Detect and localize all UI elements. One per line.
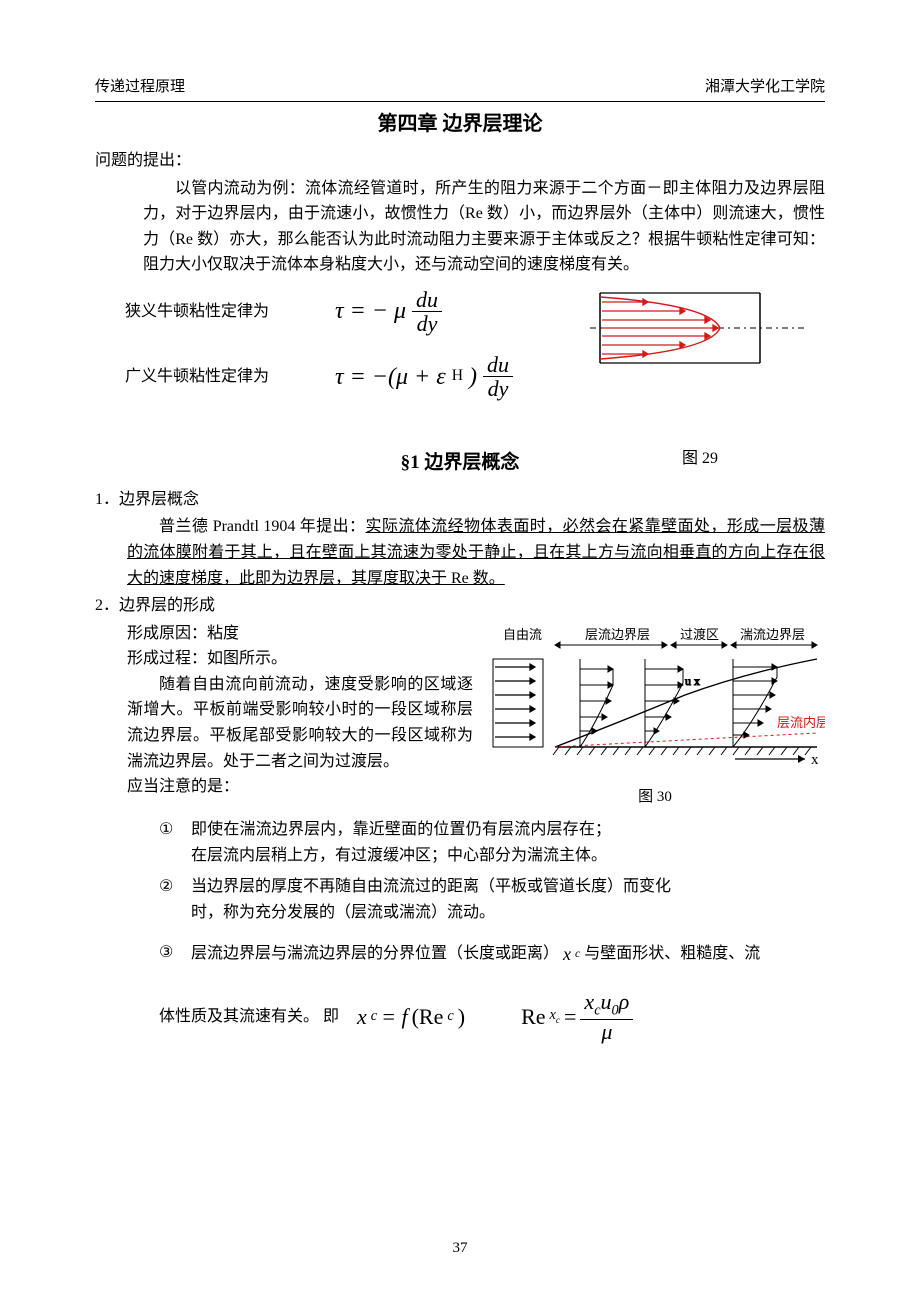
eq-xc: xc = f(Rec) <box>357 999 465 1034</box>
marker-3: ③ <box>159 940 191 969</box>
note-3-main: 层流边界层与湍流边界层的分界位置（长度或距离） <box>191 945 559 962</box>
velocity-profile-diagram <box>590 285 810 371</box>
header-left: 传递过程原理 <box>95 75 185 99</box>
eq2-close: ) <box>469 358 477 396</box>
header-right: 湘潭大学化工学院 <box>705 75 825 99</box>
eq-xc-post: ) <box>458 999 465 1034</box>
eq-re: Rexc = xcu0ρ μ <box>521 990 633 1042</box>
fig30-label-a: 自由流 <box>503 627 542 642</box>
eq1-fraction: du dy <box>412 288 442 335</box>
eq-re-n1: x <box>584 989 594 1014</box>
eq-re-n2: u <box>601 989 612 1014</box>
eq1-num: du <box>412 288 442 312</box>
item1-heading: 1．边界层概念 <box>95 487 825 513</box>
note-3-var: xc <box>563 940 580 969</box>
eq2-label: 广义牛顿粘性定律为 <box>95 364 335 390</box>
eq-re-den: μ <box>597 1020 616 1043</box>
question-heading: 问题的提出： <box>95 148 825 174</box>
item1-body: 普兰德 Prandtl 1904 年提出：实际流体流经物体表面时，必然会在紧靠壁… <box>95 514 825 591</box>
note-3-tail: 与壁面形状、粗糙度、流 <box>584 945 760 962</box>
page-number: 37 <box>0 1236 920 1260</box>
figure-30-caption: 图 30 <box>485 785 825 809</box>
eq-xc-eq: = f <box>381 999 407 1034</box>
eq-re-frac: xcu0ρ μ <box>580 990 633 1042</box>
eq-re-n3: ρ <box>619 989 630 1014</box>
eq-re-lhs: Re <box>521 999 545 1034</box>
eq2-fraction: du dy <box>483 353 513 400</box>
eq-re-sub2: c <box>556 1016 560 1026</box>
chapter-title: 第四章 边界层理论 <box>95 108 825 140</box>
note-1-text: 即使在湍流边界层内，靠近壁面的位置仍有层流内层存在；在层流内层稍上方，有过渡缓冲… <box>191 817 611 868</box>
fig30-label-c: 过渡区 <box>680 627 719 642</box>
eq-re-n2s: 0 <box>612 1003 619 1019</box>
eq-xc-sub: c <box>371 1005 377 1028</box>
eq1-den: dy <box>413 312 442 335</box>
boundary-layer-diagram: 自由流 层流边界层 过渡区 湍流边界层 <box>485 625 825 775</box>
numbered-notes: ① 即使在湍流边界层内，靠近壁面的位置仍有层流内层存在；在层流内层稍上方，有过渡… <box>95 817 825 968</box>
xc-c: c <box>575 945 580 964</box>
intro-paragraph: 以管内流动为例：流体流经管道时，所产生的阻力来源于二个方面－即主体阻力及边界层阻… <box>95 176 825 278</box>
eq1-lhs: τ <box>335 292 344 330</box>
figure-29-caption: 图 29 <box>590 446 810 472</box>
eq2-prefix: = −(μ + ε <box>350 358 446 396</box>
document-page: 传递过程原理 湘潭大学化工学院 第四章 边界层理论 问题的提出： 以管内流动为例… <box>0 0 920 1300</box>
xc-x: x <box>563 940 571 969</box>
eq2-num: du <box>483 353 513 377</box>
item1-prefix: 普兰德 Prandtl 1904 年提出： <box>159 518 365 535</box>
eq1-prefix: = − μ <box>350 292 406 330</box>
note-3-text: 层流边界层与湍流边界层的分界位置（长度或距离） xc 与壁面形状、粗糙度、流 <box>191 940 825 969</box>
eq-xc-pre: (Re <box>412 999 444 1034</box>
note-2: ② 当边界层的厚度不再随自由流流过的距离（平板或管道长度）而变化时，称为充分发展… <box>159 874 825 925</box>
fig30-x-label: x <box>811 752 819 768</box>
eq2-lhs: τ <box>335 358 344 396</box>
eq1-body: τ = − μ du dy <box>335 288 442 335</box>
page-header: 传递过程原理 湘潭大学化工学院 <box>95 75 825 102</box>
figure-29: 图 29 <box>590 285 810 471</box>
item2-heading: 2．边界层的形成 <box>95 593 825 619</box>
eq-re-num: xcu0ρ <box>580 990 633 1019</box>
note-3: ③ 层流边界层与湍流边界层的分界位置（长度或距离） xc 与壁面形状、粗糙度、流 <box>159 940 825 969</box>
marker-2: ② <box>159 874 191 925</box>
fig30-inner-label: 层流内层 <box>777 715 825 730</box>
note-2-text: 当边界层的厚度不再随自由流流过的距离（平板或管道长度）而变化时，称为充分发展的（… <box>191 874 671 925</box>
figure-30: 自由流 层流边界层 过渡区 湍流边界层 <box>485 625 825 810</box>
eq1-label: 狭义牛顿粘性定律为 <box>95 299 335 325</box>
eq-xc-x: x <box>357 999 367 1034</box>
eq2-body: τ = −(μ + εH) du dy <box>335 353 513 400</box>
eq-xc-argsub: c <box>447 1005 453 1028</box>
final-equation-row: 体性质及其流速有关。 即 xc = f(Rec) Rexc = xcu0ρ μ <box>95 990 825 1042</box>
note-1: ① 即使在湍流边界层内，靠近壁面的位置仍有层流内层存在；在层流内层稍上方，有过渡… <box>159 817 825 868</box>
fig30-label-d: 湍流边界层 <box>740 627 805 642</box>
item2-body: 自由流 层流边界层 过渡区 湍流边界层 <box>95 621 825 816</box>
eq2-sub: H <box>452 364 463 389</box>
fig30-label-b: 层流边界层 <box>585 627 650 642</box>
eq2-den: dy <box>484 377 513 400</box>
last-line-prefix: 体性质及其流速有关。 即 <box>159 1004 339 1030</box>
marker-1: ① <box>159 817 191 868</box>
fig30-ux-label: u x <box>685 674 700 688</box>
